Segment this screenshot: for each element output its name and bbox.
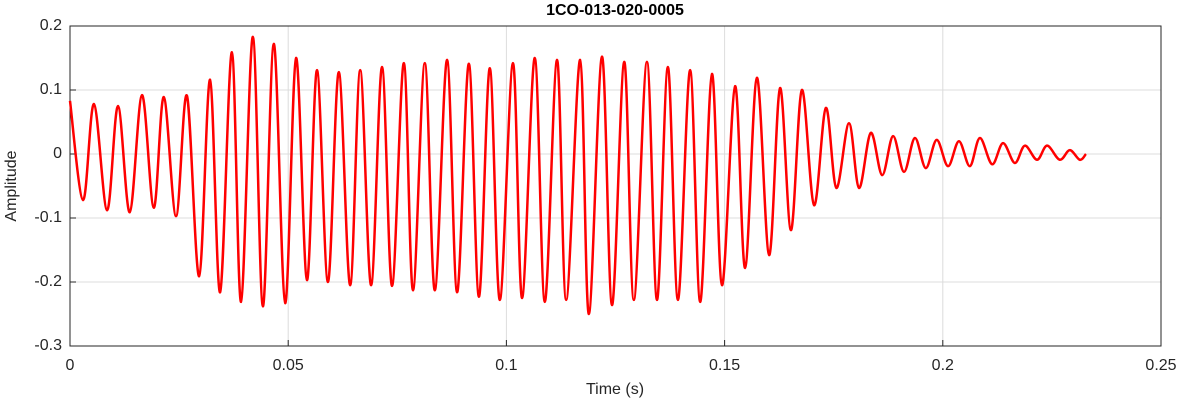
x-tick-label: 0.15 [709, 357, 740, 374]
y-tick-label: -0.3 [34, 337, 62, 354]
y-tick-label: 0.2 [40, 17, 62, 34]
x-tick-label: 0.1 [495, 357, 517, 374]
x-tick-label: 0.2 [932, 357, 954, 374]
waveform-line [68, 35, 1087, 316]
y-tick-label: 0.1 [40, 81, 62, 98]
y-tick-label: -0.2 [34, 273, 62, 290]
x-axis-label: Time (s) [586, 381, 644, 398]
y-axis-label: Amplitude [3, 150, 20, 221]
y-tick-label: 0 [53, 145, 62, 162]
x-tick-label: 0 [66, 357, 75, 374]
chart-title: 1CO-013-020-0005 [546, 2, 684, 19]
x-tick-label: 0.25 [1145, 357, 1176, 374]
x-tick-label: 0.05 [273, 357, 304, 374]
y-tick-label: -0.1 [34, 209, 62, 226]
plot-frame [69, 25, 1162, 347]
